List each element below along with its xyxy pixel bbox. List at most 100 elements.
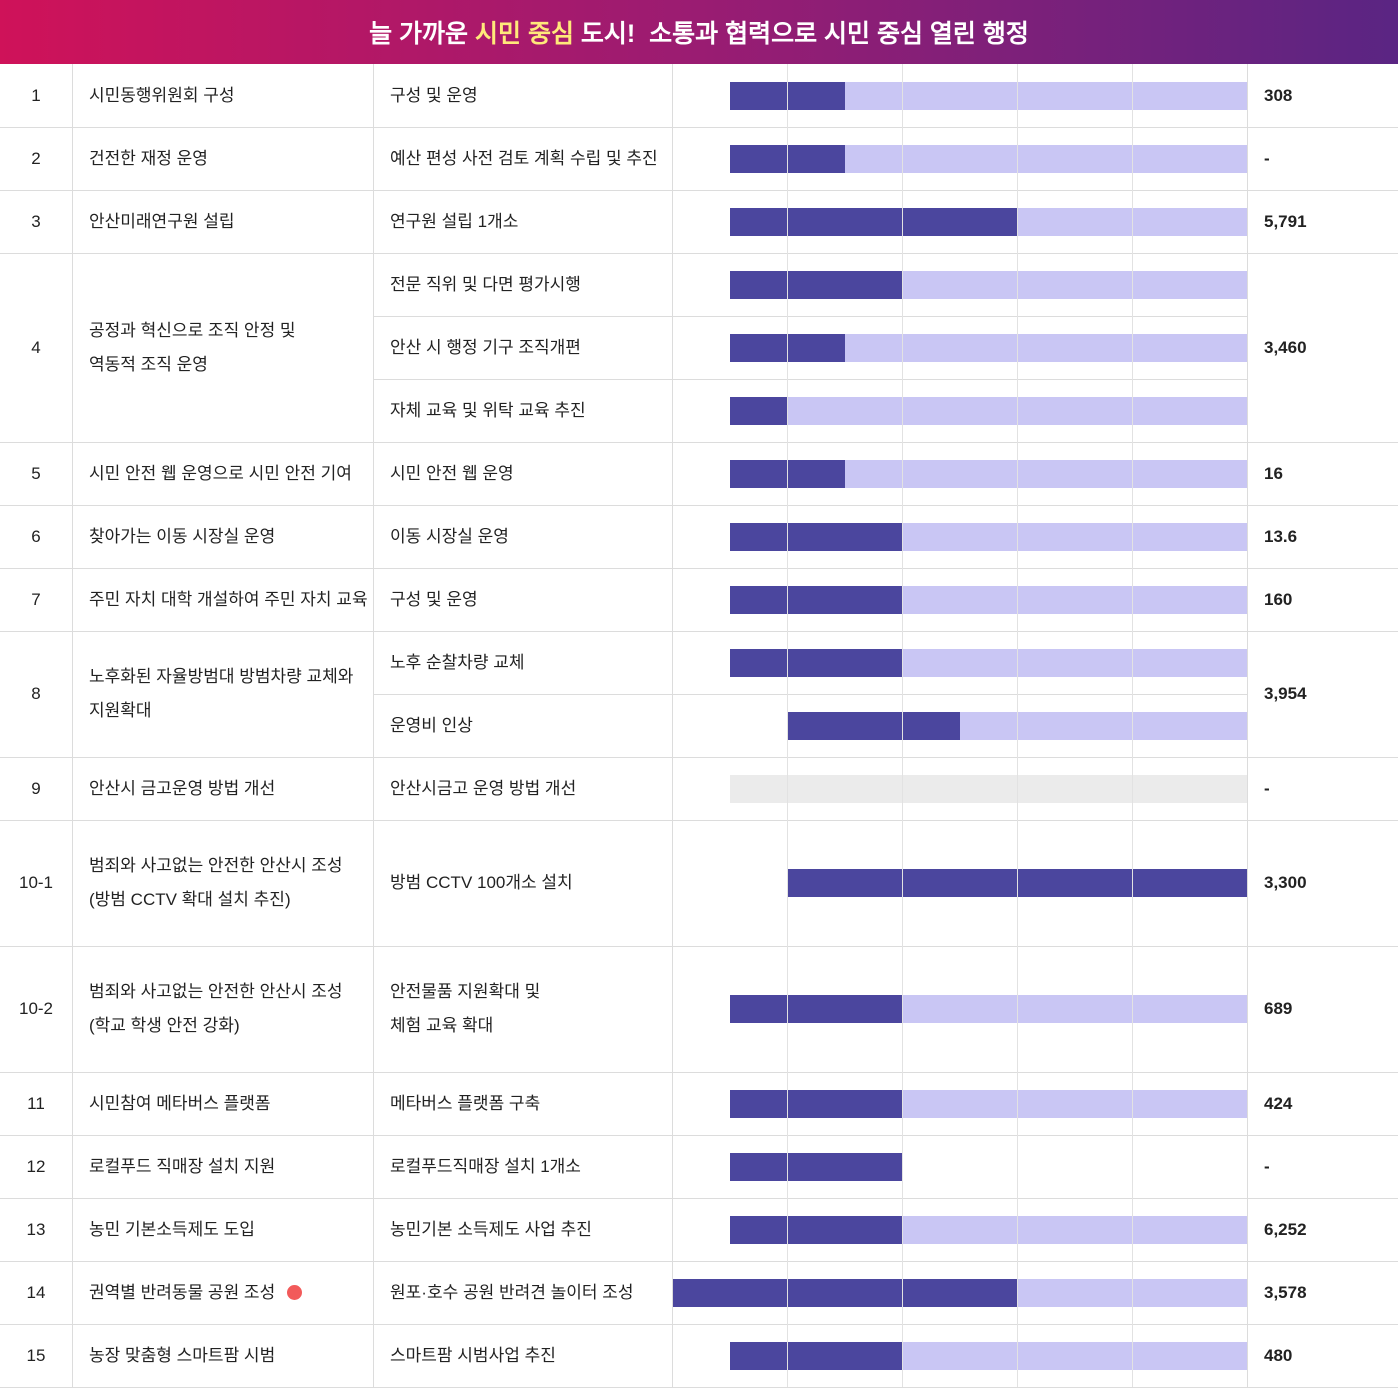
project-line: 안산미래연구원 설립: [89, 212, 234, 232]
column-border: [72, 64, 73, 1387]
budget: -: [1264, 778, 1270, 798]
task-name: 로컬푸드직매장 설치 1개소: [390, 1156, 581, 1176]
project-line: 주민 자치 대학 개설하여 주민 자치 교육: [89, 590, 368, 610]
row-border: [0, 820, 1398, 821]
project-name: 지원확대: [89, 701, 152, 720]
title-part: 시민 중심: [475, 20, 574, 48]
project-line: 공정과 혁신으로 조직 안정 및: [89, 321, 296, 341]
done-bar: [729, 270, 902, 299]
task-name: 방범 CCTV 100개소 설치: [390, 873, 573, 892]
budget: 6,252: [1264, 1219, 1307, 1239]
project-name: (방범 CCTV 확대 설치 추진): [89, 890, 291, 909]
row-number: 8: [31, 684, 41, 703]
row-border: [0, 568, 1398, 569]
task-name: 원포·호수 공원 반려견 놀이터 조성: [390, 1282, 634, 1302]
sub-row-border: [373, 694, 1247, 695]
row-border: [0, 505, 1398, 506]
row-number: 3: [31, 211, 41, 231]
done-bar: [729, 207, 1017, 236]
budget: 689: [1264, 999, 1293, 1018]
column-border: [373, 64, 374, 1387]
budget: 3,578: [1264, 1282, 1307, 1302]
row-number: 10-2: [18, 999, 54, 1018]
project-line: 범죄와 사고없는 안전한 안산시 조성: [89, 982, 343, 1002]
done-bar: [729, 995, 902, 1023]
budget: 16: [1264, 463, 1283, 483]
task-name: 구성 및 운영: [390, 85, 478, 105]
row-number: 1: [31, 85, 41, 105]
task-name: 안산시금고 운영 방법 개선: [390, 778, 577, 798]
task-name: 이동 시장실 운영: [390, 526, 509, 546]
project-name: 안산미래연구원 설립: [89, 211, 235, 231]
project-line: (학교 학생 안전 강화): [89, 1016, 240, 1036]
row-border: [0, 631, 1398, 632]
row-number: 4: [31, 337, 41, 357]
project-name: 건전한 재정 운영: [89, 148, 208, 168]
grid-line: [902, 64, 903, 1387]
project-line: 건전한 재정 운영: [89, 149, 208, 169]
done-bar: [729, 1215, 902, 1244]
sub-row-border: [373, 379, 1247, 380]
sub-row-border: [373, 316, 1247, 317]
row-border: [0, 253, 1398, 254]
project-line: 로컬푸드 직매장 설치 지원: [89, 1157, 275, 1177]
done-bar: [787, 711, 960, 740]
grid-line: [787, 64, 788, 1387]
done-bar: [729, 396, 787, 425]
task-name: 시민 안전 웹 운영: [390, 463, 514, 483]
project-line: 농민 기본소득제도 도입: [89, 1220, 255, 1240]
row-number: 9: [31, 778, 41, 798]
row-number: 2: [31, 148, 41, 168]
project-line: 안산시 금고운영 방법 개선: [89, 779, 275, 799]
project-name: 노후화된 자율방범대 방범차량 교체와: [89, 667, 354, 686]
project-line: 지원확대: [89, 701, 152, 721]
row-border: [0, 1324, 1398, 1325]
planned-bar: [729, 396, 1247, 425]
row-border: [0, 127, 1398, 128]
project-line: 시민동행위원회 구성: [89, 86, 234, 106]
project-name: 안산시 금고운영 방법 개선: [89, 778, 276, 798]
row-border: [0, 1387, 1398, 1388]
budget: 5,791: [1264, 211, 1307, 231]
row-number: 10-1: [18, 873, 54, 892]
done-bar: [729, 1152, 902, 1181]
project-line: 노후화된 자율방범대 방범차량 교체와: [89, 667, 353, 687]
project-line: 시민 안전 웹 운영으로 시민 안전 기여: [89, 464, 352, 484]
project-name: 농민 기본소득제도 도입: [89, 1219, 255, 1239]
row-border: [0, 757, 1398, 758]
budget: 13.6: [1264, 526, 1298, 546]
row-number: 15: [26, 1345, 46, 1365]
row-border: [0, 1261, 1398, 1262]
row-number: 7: [31, 589, 41, 609]
row-number: 13: [26, 1219, 46, 1239]
row-border: [0, 190, 1398, 191]
project-name: 농장 맞춤형 스마트팜 시범: [89, 1345, 276, 1365]
task-name: 전문 직위 및 다면 평가시행: [390, 274, 581, 294]
row-border: [0, 442, 1398, 443]
budget: -: [1264, 148, 1270, 168]
row-number: 11: [27, 1093, 45, 1113]
row-number: 6: [31, 526, 41, 546]
budget: 160: [1264, 589, 1293, 609]
task-name: 안산 시 행정 기구 조직개편: [390, 337, 581, 357]
task-name: 안전물품 지원확대 및: [390, 982, 541, 1001]
project-name: (학교 학생 안전 강화): [89, 1016, 240, 1035]
task-name: 연구원 설립 1개소: [390, 211, 519, 231]
project-name: 공정과 혁신으로 조직 안정 및: [89, 320, 296, 340]
grid-line: [1132, 64, 1133, 1387]
grid-line: [1017, 64, 1018, 1387]
task-name: 노후 순찰차량 교체: [390, 652, 525, 672]
header: 늘 가까운 시민 중심 도시! 소통과 협력으로 시민 중심 열린 행정: [0, 0, 1398, 64]
title-part: 늘 가까운: [369, 20, 476, 48]
budget: 424: [1264, 1093, 1293, 1113]
task-name: 스마트팜 시범사업 추진: [390, 1345, 556, 1365]
done-bar: [729, 585, 902, 614]
project-line: 역동적 조직 운영: [89, 355, 208, 375]
row-number: 5: [31, 463, 41, 483]
row-border: [0, 946, 1398, 947]
project-name: 시민동행위원회 구성: [89, 85, 235, 105]
project-name: 역동적 조직 운영: [89, 354, 208, 374]
column-border: [672, 64, 673, 1387]
done-bar: [729, 522, 902, 551]
